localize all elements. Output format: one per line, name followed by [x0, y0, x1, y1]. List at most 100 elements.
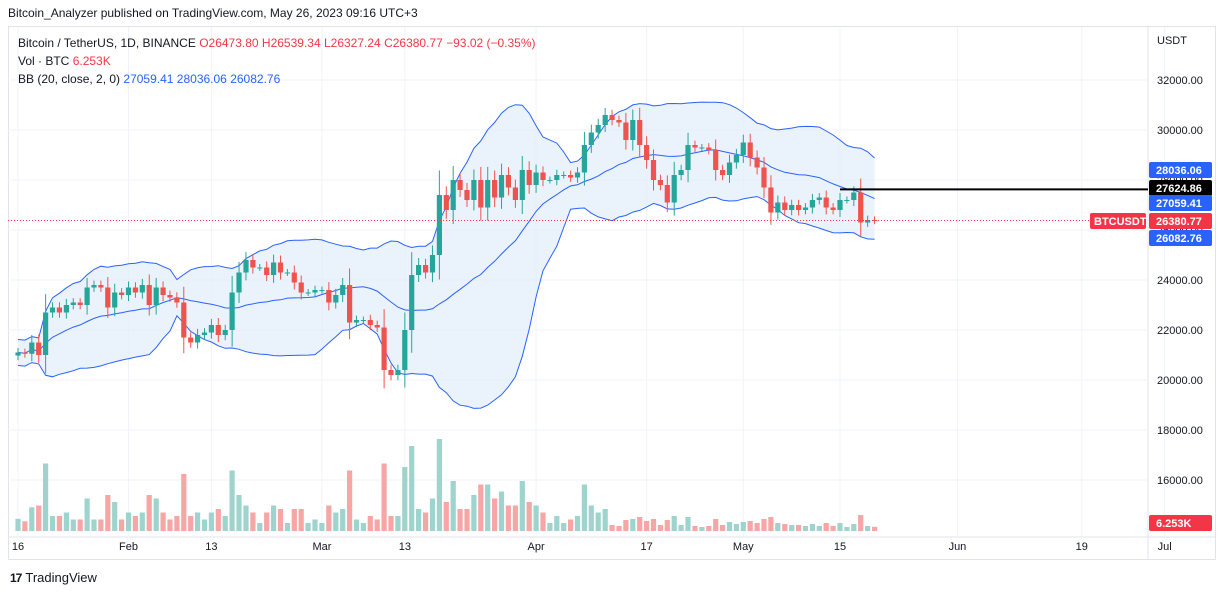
candle-body — [139, 285, 145, 293]
volume-bar — [678, 525, 684, 531]
volume-bar — [595, 512, 601, 531]
volume-bar — [505, 505, 511, 531]
candle-body — [63, 305, 69, 313]
volume-bar — [782, 524, 788, 531]
candle-body — [644, 145, 650, 160]
volume-bar — [250, 512, 256, 531]
volume-bar — [167, 519, 173, 531]
volume-bar — [588, 505, 594, 531]
candle-body — [105, 287, 111, 308]
volume-bar — [188, 516, 194, 531]
volume-bar — [478, 484, 484, 531]
candle-body — [298, 282, 304, 293]
volume-bar — [713, 519, 719, 531]
volume-bar — [56, 516, 62, 531]
time-tick-label: 17 — [640, 541, 652, 553]
volume-bar — [305, 523, 311, 531]
volume-bar — [554, 516, 560, 531]
chart-legend: Bitcoin / TetherUS, 1D, BINANCE O26473.8… — [18, 34, 536, 88]
last-price-tag: 26380.77 — [1156, 216, 1202, 228]
candle-body — [747, 142, 753, 158]
brand-name: TradingView — [25, 570, 97, 585]
candle-body — [650, 160, 657, 180]
volume-bar — [768, 517, 774, 531]
candle-body — [796, 205, 802, 210]
time-tick-label: 15 — [834, 541, 846, 553]
candle-body — [243, 260, 249, 273]
candle-body — [595, 125, 601, 133]
volume-bar — [125, 512, 132, 531]
volume-bar — [312, 519, 318, 531]
candle-body — [678, 170, 684, 175]
volume-label[interactable]: Vol · BTC — [18, 54, 70, 68]
volume-bar — [726, 522, 733, 531]
candle-body — [512, 187, 518, 200]
candle-body — [201, 332, 208, 335]
volume-bar — [526, 502, 532, 531]
candle-body — [153, 287, 159, 305]
candle-body — [347, 285, 353, 323]
candle-body — [29, 342, 35, 354]
candle-body — [326, 290, 332, 303]
volume-bar — [36, 505, 42, 531]
candle-body — [720, 170, 726, 175]
volume-bar — [650, 519, 657, 531]
volume-bar — [63, 512, 69, 531]
candle-body — [353, 320, 360, 323]
volume-bar — [754, 523, 760, 531]
volume-bar — [15, 518, 21, 531]
volume-bar — [533, 505, 539, 531]
candle-body — [609, 115, 615, 120]
candle-body — [782, 202, 788, 210]
price-tick-label: 20000.00 — [1157, 375, 1203, 387]
candle-body — [98, 285, 104, 288]
volume-bar — [277, 509, 284, 531]
candle-body — [823, 197, 829, 208]
volume-bar — [347, 470, 353, 531]
volume-bar — [333, 512, 339, 531]
candle-body — [22, 352, 28, 354]
volume-bar — [367, 516, 373, 531]
candle-body — [174, 297, 180, 303]
candle-body — [740, 142, 746, 155]
time-tick-label: Jun — [949, 541, 967, 553]
time-tick-label: 13 — [205, 541, 217, 553]
candle-body — [485, 180, 491, 208]
candle-body — [429, 255, 436, 273]
candle-body — [464, 190, 470, 200]
price-tick-label: 16000.00 — [1157, 475, 1203, 487]
high-value: H26539.34 — [261, 36, 321, 50]
volume-bar — [512, 505, 518, 531]
volume-bar — [291, 509, 297, 531]
volume-bar — [353, 519, 360, 531]
candle-body — [699, 147, 705, 149]
volume-bar — [706, 526, 712, 531]
volume-bar — [568, 519, 574, 531]
volume-bar — [284, 523, 290, 531]
volume-bar — [561, 523, 567, 531]
candle-body — [409, 275, 415, 330]
volume-bar — [796, 525, 802, 531]
footer-brand[interactable]: 17 TradingView — [10, 570, 97, 585]
symbol-label[interactable]: Bitcoin / TetherUS, 1D, BINANCE — [18, 36, 196, 50]
candle-body — [112, 292, 118, 308]
price-tick-label: 22000.00 — [1157, 325, 1203, 337]
symbol-tag-bg — [1090, 213, 1146, 229]
volume-tag-bg — [1149, 515, 1212, 531]
volume-bar — [146, 495, 152, 531]
candle-body — [312, 290, 318, 293]
candle-body — [664, 185, 670, 203]
candle-body — [568, 175, 574, 178]
bollinger-label[interactable]: BB (20, close, 2, 0) — [18, 72, 121, 86]
volume-bar — [830, 526, 836, 531]
candle-body — [443, 195, 449, 210]
candle-body — [830, 207, 836, 210]
candle-body — [837, 200, 843, 210]
candle-body — [726, 162, 733, 175]
volume-bar — [236, 495, 242, 531]
volume-bar — [823, 523, 829, 531]
candle-body — [84, 287, 90, 305]
candle-body — [450, 180, 456, 210]
volume-bar — [319, 523, 325, 531]
